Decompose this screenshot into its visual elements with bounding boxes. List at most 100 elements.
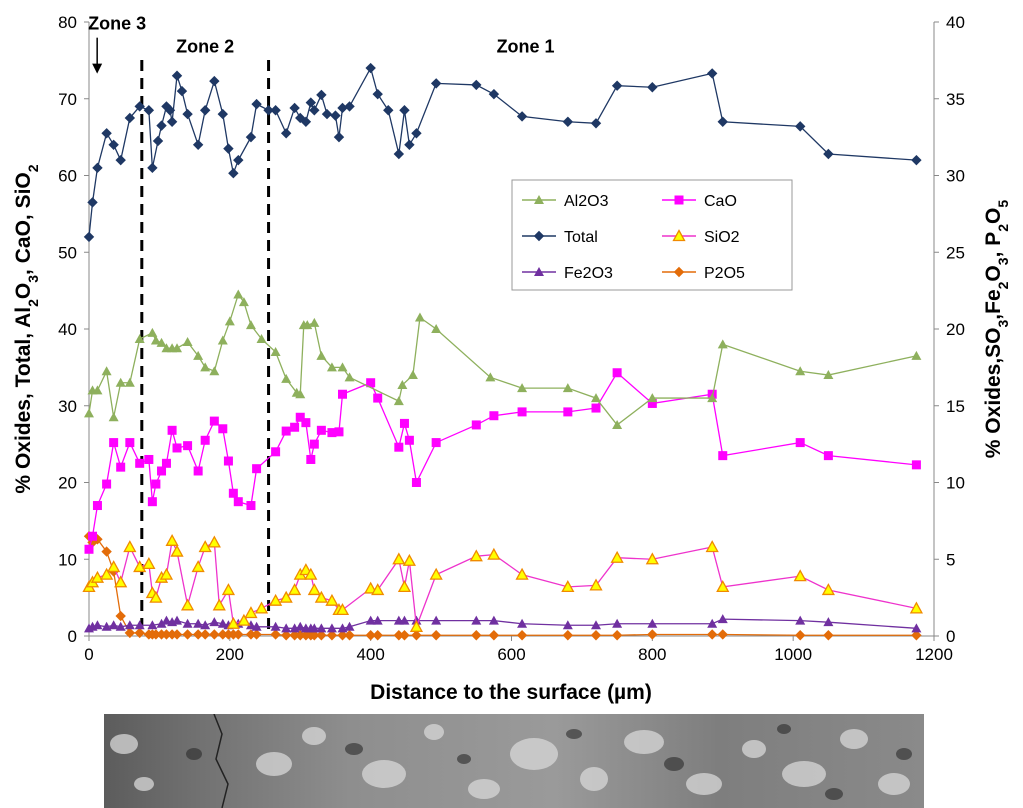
point-p2o5: [399, 630, 410, 641]
point-total: [337, 102, 348, 114]
y-left-tick-label: 50: [58, 243, 77, 262]
point-fe2o3: [251, 621, 262, 631]
point-al2o3: [591, 393, 601, 403]
point-cao: [911, 460, 921, 470]
point-total: [333, 131, 345, 143]
point-fe2o3: [795, 615, 806, 625]
point-fe2o3: [591, 620, 601, 630]
point-p2o5: [233, 629, 244, 640]
point-cao: [157, 466, 167, 476]
point-sio2: [244, 606, 258, 619]
point-sio2: [307, 583, 321, 596]
point-total: [393, 148, 405, 160]
point-cao: [591, 403, 601, 413]
y-right-tick-label: 40: [946, 13, 965, 32]
point-al2o3: [193, 350, 204, 360]
zone-arrow-head: [92, 63, 103, 74]
point-p2o5: [430, 630, 442, 641]
series-fe2o3: [84, 614, 922, 633]
point-total: [706, 68, 718, 79]
point-total: [87, 197, 98, 208]
zone-label: Zone 3: [88, 14, 146, 34]
point-p2o5: [365, 630, 376, 641]
point-p2o5: [911, 630, 922, 641]
point-p2o5: [562, 630, 574, 641]
y-right-tick-label: 35: [946, 90, 965, 109]
point-cao: [718, 451, 728, 461]
point-total: [124, 112, 136, 124]
point-sio2: [909, 601, 923, 614]
point-total: [134, 101, 145, 112]
point-sio2: [237, 613, 251, 626]
y-right-tick-label: 5: [946, 550, 955, 569]
series-line-sio2: [88, 538, 917, 628]
point-al2o3: [823, 370, 834, 380]
point-p2o5: [124, 627, 136, 639]
point-total: [263, 105, 274, 116]
point-sio2: [288, 583, 302, 596]
point-al2o3: [281, 373, 292, 383]
point-sio2: [392, 552, 406, 565]
point-p2o5: [115, 610, 126, 622]
point-fe2o3: [399, 615, 410, 625]
point-cao: [161, 458, 171, 468]
point-al2o3: [217, 335, 228, 345]
point-al2o3: [302, 320, 313, 330]
series-layer: [82, 62, 923, 641]
point-total: [217, 108, 228, 120]
point-cao: [102, 479, 112, 489]
legend-marker-al2o3: [534, 195, 544, 204]
series-total: [83, 62, 922, 243]
point-fe2o3: [717, 614, 728, 624]
legend-marker-total: [533, 230, 545, 242]
point-sio2: [226, 616, 240, 629]
point-sio2: [100, 567, 114, 580]
point-al2o3: [245, 320, 256, 330]
point-total: [488, 88, 500, 100]
point-sio2: [304, 567, 318, 580]
point-p2o5: [717, 629, 728, 640]
point-sio2: [469, 549, 483, 562]
series-al2o3: [84, 289, 922, 429]
point-p2o5: [182, 629, 193, 640]
point-cao: [327, 428, 337, 438]
point-fe2o3: [281, 623, 292, 633]
legend-marker-sio2: [672, 229, 686, 242]
point-total: [471, 79, 482, 91]
legend-label-fe2o3: Fe2O3: [564, 265, 613, 282]
point-total: [611, 80, 623, 91]
point-sio2: [645, 552, 659, 565]
point-al2o3: [84, 408, 94, 418]
point-total: [270, 105, 281, 116]
point-al2o3: [647, 393, 658, 403]
point-sio2: [371, 583, 385, 596]
point-fe2o3: [115, 621, 126, 631]
point-p2o5: [647, 629, 658, 640]
point-cao: [373, 393, 383, 403]
point-sio2: [180, 598, 195, 611]
tick-labels: 0 200 400 600 800 1000 12000102030405060708005…: [58, 13, 965, 664]
x-tick-label: 0: [84, 645, 93, 664]
legend-label-al2o3: Al2O3: [564, 193, 609, 210]
point-p2o5: [199, 629, 211, 640]
point-fe2o3: [372, 615, 383, 625]
point-cao: [309, 439, 319, 449]
point-total: [83, 231, 95, 243]
point-total: [590, 118, 602, 129]
legend-marker-fe2o3: [534, 267, 544, 276]
point-sio2: [254, 601, 269, 614]
point-al2o3: [795, 366, 806, 376]
point-sio2: [325, 593, 339, 606]
point-total: [223, 143, 234, 154]
point-cao: [295, 412, 305, 422]
point-sio2: [409, 619, 424, 632]
point-al2o3: [407, 370, 418, 380]
point-sio2: [165, 533, 179, 546]
point-sio2: [705, 540, 719, 553]
x-tick-label: 800: [638, 645, 666, 664]
point-al2o3: [911, 350, 922, 360]
point-total: [316, 89, 327, 101]
point-sio2: [212, 598, 226, 611]
point-fe2o3: [217, 618, 228, 628]
point-p2o5: [209, 629, 220, 640]
